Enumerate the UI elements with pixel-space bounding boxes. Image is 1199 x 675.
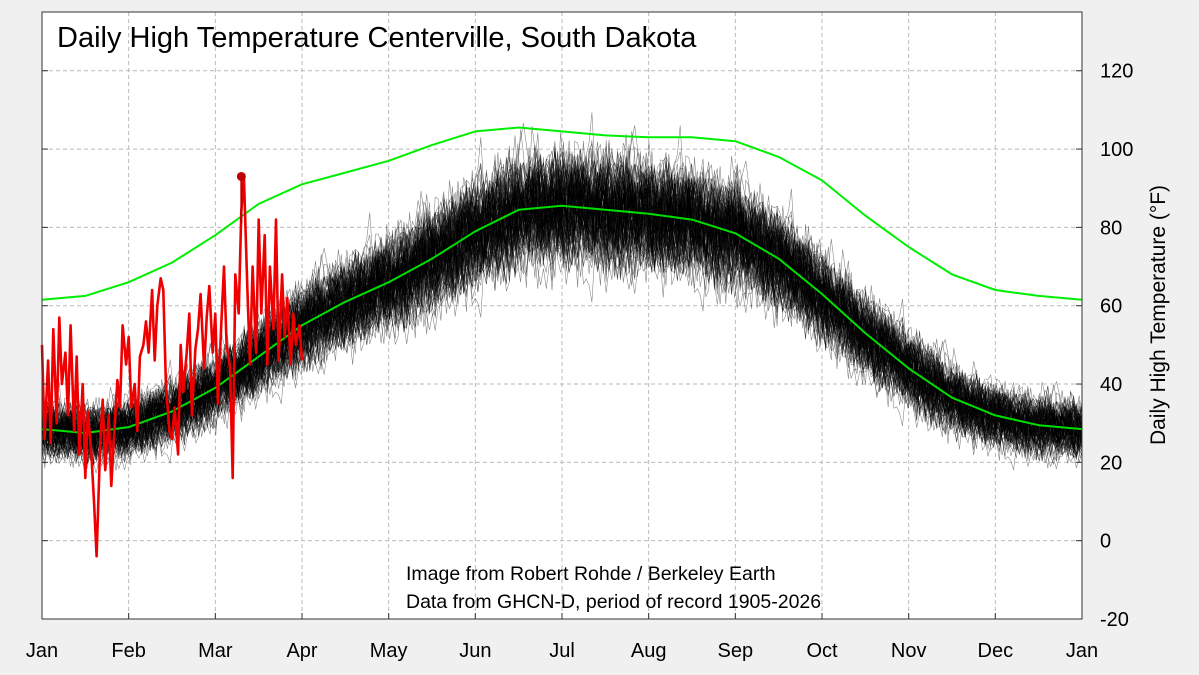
- record-marker: [236, 171, 246, 181]
- y-tick-label: 100: [1100, 139, 1133, 161]
- annotation-data: Data from GHCN-D, period of record 1905-…: [406, 591, 821, 613]
- y-tick-label: 20: [1100, 452, 1122, 474]
- ensemble-year-line: [41, 162, 1083, 457]
- annotation-source: Image from Robert Rohde / Berkeley Earth: [406, 563, 776, 585]
- series-line-record-high: [41, 126, 1083, 301]
- x-tick-label: Aug: [631, 640, 667, 662]
- ensemble-year-line: [41, 157, 1083, 469]
- x-tick-label: Jan: [26, 640, 58, 662]
- y-tick-label: 120: [1100, 61, 1133, 83]
- x-tick-label: Feb: [111, 640, 145, 662]
- ensemble-year-line: [41, 140, 1083, 462]
- y-tick-label: 60: [1100, 296, 1122, 318]
- y-axis: -20 0 20 40 60 80 100 120: [42, 61, 1133, 631]
- y-tick-label: -20: [1100, 609, 1129, 631]
- ensemble-year-line: [41, 162, 1083, 464]
- x-tick-label: Nov: [891, 640, 927, 662]
- y-tick-label: 40: [1100, 374, 1122, 396]
- y-tick-label: 80: [1100, 217, 1122, 239]
- x-tick-label: Mar: [198, 640, 233, 662]
- y-tick-label: 0: [1100, 531, 1111, 553]
- x-tick-label: Oct: [806, 640, 838, 662]
- x-tick-label: Jul: [549, 640, 575, 662]
- ensemble-year-line: [41, 125, 1083, 453]
- x-axis: Jan Feb Mar Apr May Jun Jul Aug Sep Oct Nov Dec Jan: [26, 613, 1098, 662]
- series-line-2026: [40, 175, 304, 558]
- y-axis-label: Daily High Temperature (°F): [1147, 185, 1170, 445]
- x-tick-label: Jan: [1066, 640, 1098, 662]
- series-line-normal-high: [41, 204, 1083, 434]
- x-tick-label: Apr: [286, 640, 317, 662]
- x-tick-label: Dec: [978, 640, 1014, 662]
- ensemble-year-line: [41, 164, 1083, 464]
- x-tick-label: Jun: [459, 640, 491, 662]
- series-lines: [40, 126, 1083, 558]
- chart-title: Daily High Temperature Centerville, Sout…: [57, 22, 697, 54]
- ensemble-year-line: [41, 147, 1083, 454]
- x-tick-label: May: [370, 640, 408, 662]
- x-tick-label: Sep: [718, 640, 754, 662]
